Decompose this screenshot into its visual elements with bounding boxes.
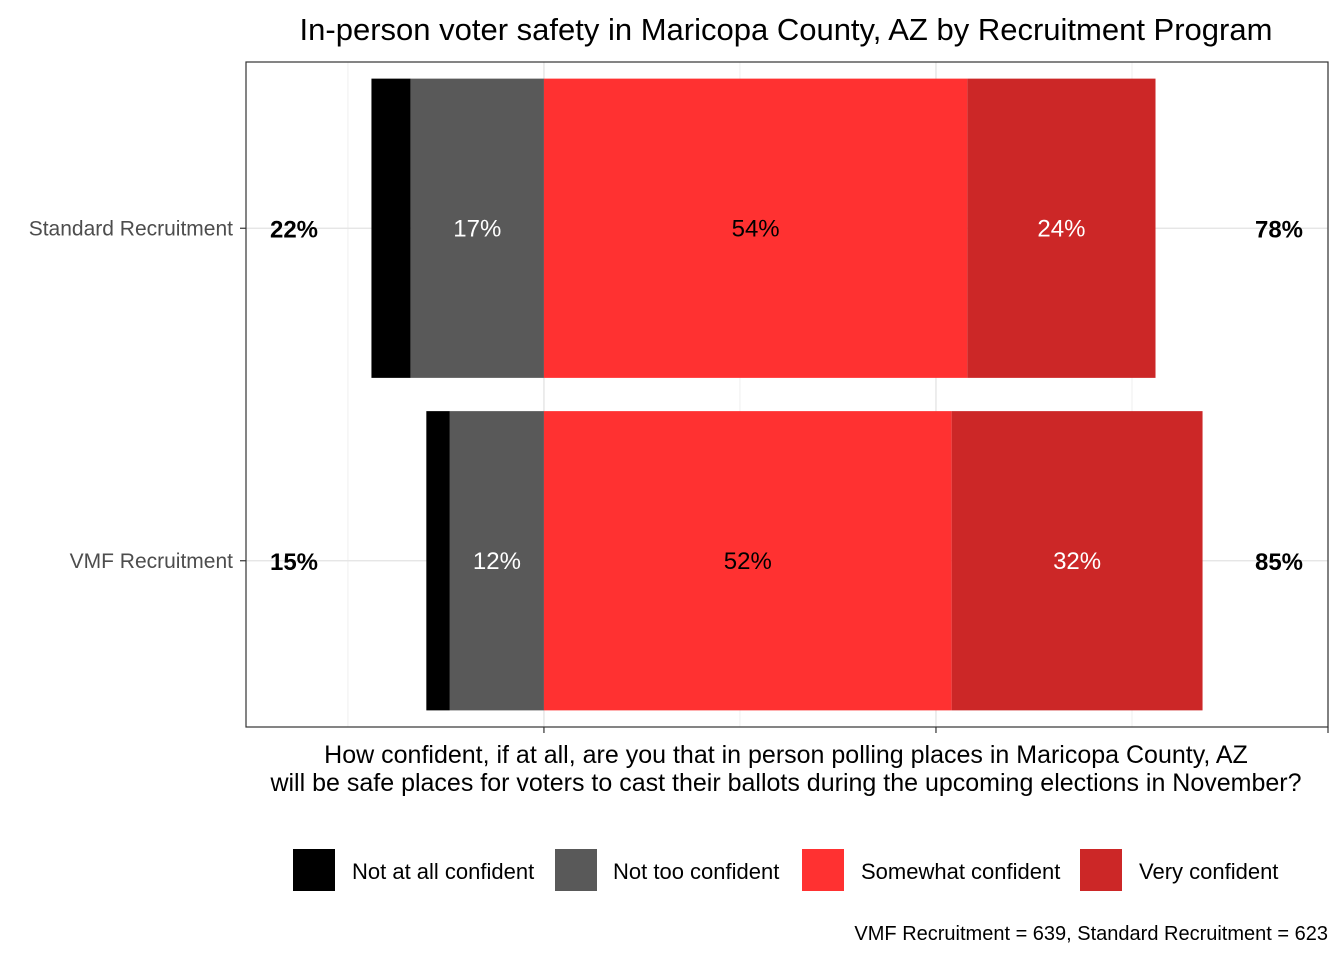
positive-total-label: 85% [1255,549,1303,576]
bar-segment [449,411,544,711]
sample-size-note: VMF Recruitment = 639, Standard Recruitm… [854,923,1328,945]
legend-label: Not at all confident [352,859,534,884]
bar-segment [543,411,952,711]
bar-segment-label: 17% [453,215,501,242]
bar-segment-label: 12% [473,548,521,575]
legend-key [555,849,597,891]
bar-segment-label: 32% [1053,548,1101,575]
bar-segment [410,78,544,378]
negative-total-label: 22% [270,216,318,243]
bar-segment [967,78,1156,378]
bar-segment [951,411,1203,711]
bars-layer: 17% 54% 24% 22% 78% 12% 52% 32% 15% 85% [270,78,1303,711]
category-label: VMF Recruitment [70,550,234,573]
bar-segment [371,78,411,378]
legend-label: Not too confident [613,859,779,884]
x-axis-label: How confident, if at all, are you that i… [269,741,1301,797]
legend: Not at all confident Not too confident Som… [293,849,1278,891]
legend-key [293,849,335,891]
legend-label: Very confident [1139,859,1278,884]
bar-segment [426,411,450,711]
legend-label: Somewhat confident [861,859,1060,884]
bar-segment-label: 52% [724,548,772,575]
bar-segment [543,78,968,378]
bar-segment-label: 54% [732,215,780,242]
chart-title: In-person voter safety in Maricopa Count… [300,12,1273,47]
bar-segment-label: 24% [1037,215,1085,242]
x-axis-title: How confident, if at all, are you that i… [269,741,1301,797]
plot-panel [245,61,1329,728]
legend-key [1080,849,1122,891]
legend-key [802,849,844,891]
negative-total-label: 15% [270,549,318,576]
axis-ticks [240,227,1329,733]
category-labels: Standard Recruitment VMF Recruitment [29,217,233,573]
positive-total-label: 78% [1255,216,1303,243]
category-label: Standard Recruitment [29,217,233,240]
